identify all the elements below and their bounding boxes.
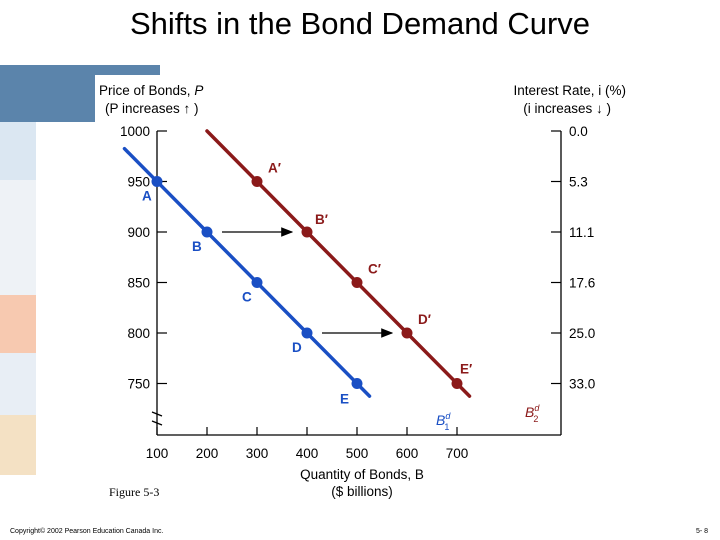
decor-strip-peach (0, 295, 36, 353)
figure-caption: Figure 5-3 (109, 485, 160, 499)
right-tick-label: 11.1 (569, 225, 594, 240)
decor-strip-light (0, 122, 36, 180)
point-b1d-2 (251, 277, 263, 288)
left-tick-label: 750 (127, 377, 150, 392)
point-label: C′ (368, 262, 381, 277)
footer-copyright: Copyright© 2002 Pearson Education Canada… (10, 528, 164, 535)
x-tick-label: 700 (446, 446, 469, 461)
decor-strip-tan (0, 415, 36, 475)
series-line-b2d (205, 129, 472, 398)
right-tick-label: 33.0 (569, 377, 595, 392)
point-label: C (242, 290, 252, 305)
point-label: E′ (460, 362, 472, 377)
point-b1d-4 (351, 378, 363, 389)
x-tick-label: 300 (246, 446, 269, 461)
ticks-layer: 1000 950 900 850 800 750 0.0 5.3 11.1 17.6 25.0 33.… (120, 124, 595, 461)
series-line-b1d (122, 146, 372, 398)
x-axis-label: Quantity of Bonds, B (300, 467, 424, 482)
left-tick-label: 850 (127, 276, 150, 291)
curve-label-b1d: Bd 1 (436, 411, 451, 432)
right-axis-sublabel: (i increases ↓ ) (523, 101, 611, 116)
arrows-layer (222, 227, 394, 338)
decor-strip-pale (0, 353, 36, 415)
point-b1d-3 (301, 327, 313, 339)
point-label: B′ (315, 212, 328, 227)
footer-page-number: 5- 8 (695, 528, 708, 535)
x-tick-label: 100 (146, 446, 169, 461)
x-tick-label: 500 (346, 446, 369, 461)
point-b2d-1 (301, 226, 313, 238)
curve-label-b2d: Bd 2 (525, 403, 540, 424)
point-label: B (192, 239, 202, 254)
decor-strip-cream (0, 180, 36, 295)
point-label: D′ (418, 312, 431, 327)
left-axis-label: Price of Bonds, P (99, 83, 203, 98)
left-tick-label: 800 (127, 326, 150, 341)
x-axis-sublabel: ($ billions) (331, 484, 393, 499)
lines-layer (122, 129, 472, 398)
point-b2d-2 (351, 277, 363, 288)
point-label: A′ (268, 161, 281, 176)
x-tick-label: 600 (396, 446, 419, 461)
x-tick-label: 200 (196, 446, 219, 461)
points-layer: A B C D E A′ B′ C′ D′ E′ (142, 161, 472, 407)
right-tick-label: 25.0 (569, 326, 595, 341)
chart-figure: Price of Bonds, P (P increases ↑ ) Inter… (95, 75, 632, 508)
chart-svg: Price of Bonds, P (P increases ↑ ) Inter… (99, 83, 626, 499)
right-tick-label: 17.6 (569, 276, 595, 291)
left-tick-label: 950 (127, 175, 150, 190)
point-label: D (292, 340, 302, 355)
left-tick-label: 1000 (120, 124, 150, 139)
left-tick-label: 900 (127, 225, 150, 240)
left-axis-break (151, 411, 163, 426)
point-label: A (142, 189, 152, 204)
point-b1d-1 (201, 226, 213, 238)
point-b2d-0 (251, 176, 263, 187)
right-tick-label: 5.3 (569, 175, 588, 190)
right-tick-label: 0.0 (569, 124, 588, 139)
slide-title: Shifts in the Bond Demand Curve (129, 6, 591, 41)
left-axis-sublabel: (P increases ↑ ) (105, 101, 199, 116)
point-b2d-3 (401, 327, 413, 339)
right-axis-label: Interest Rate, i (%) (513, 83, 626, 98)
x-tick-label: 400 (296, 446, 319, 461)
point-b2d-4 (451, 378, 463, 389)
point-label: E (340, 392, 349, 407)
point-b1d-0 (151, 176, 163, 187)
